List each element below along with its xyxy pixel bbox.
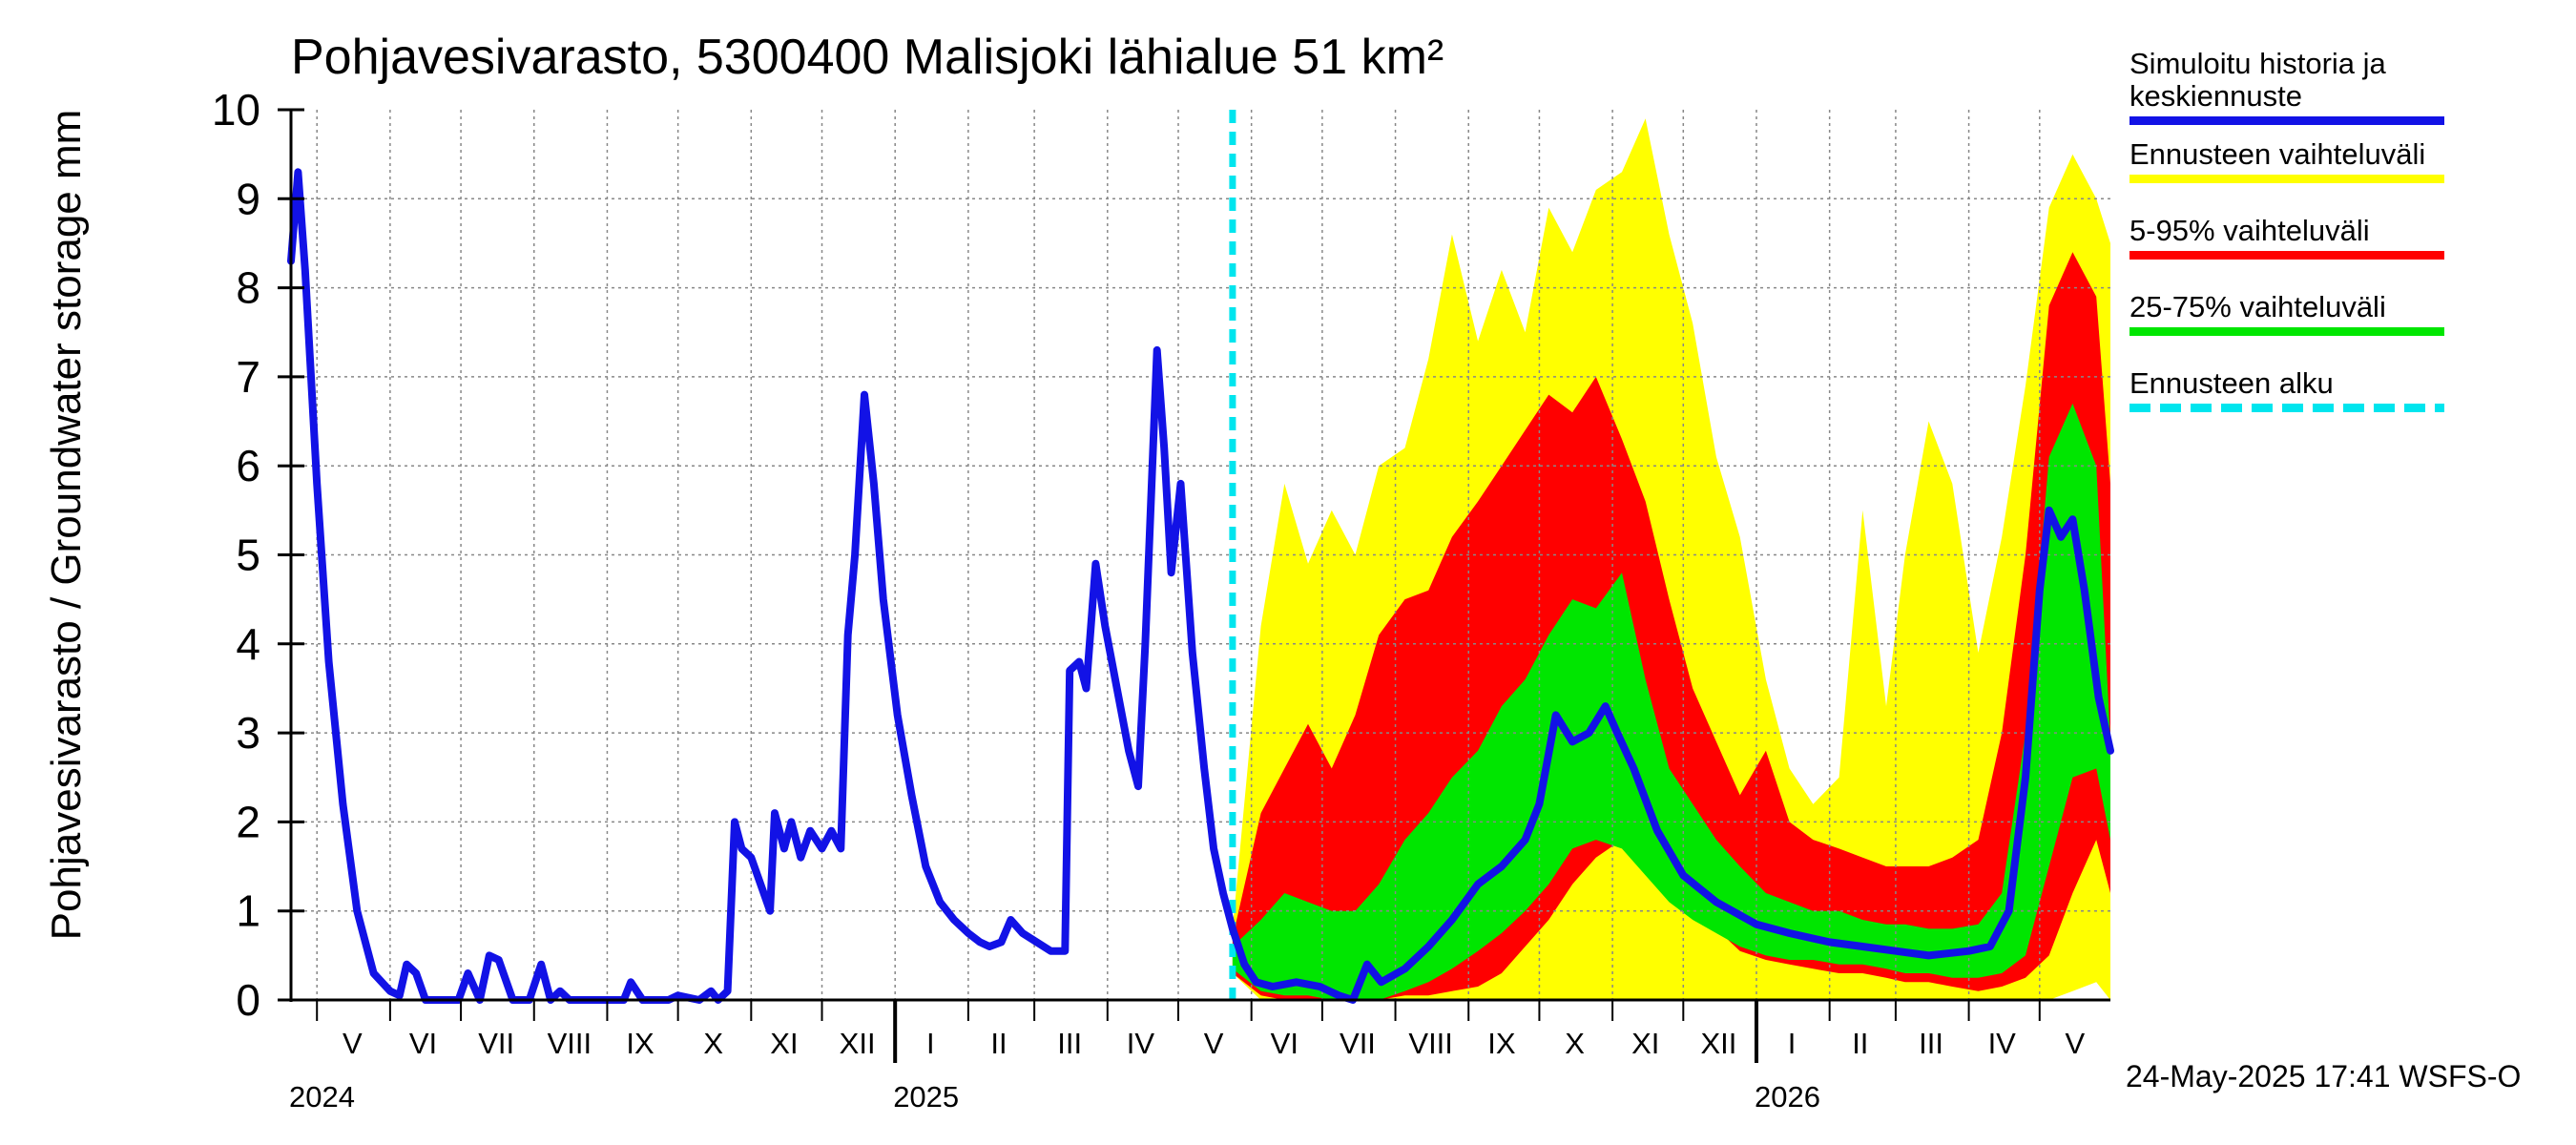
x-month-label-21: II	[1852, 1027, 1868, 1060]
x-year-label-2025: 2025	[893, 1080, 959, 1114]
x-month-label-24: V	[2066, 1027, 2086, 1060]
legend-swatch-history	[2129, 116, 2444, 125]
y-tick-label-7: 7	[236, 352, 260, 402]
legend-swatch-p5-95	[2129, 251, 2444, 260]
y-tick-label-4: 4	[236, 619, 260, 669]
forecast-bands	[1232, 118, 2110, 1001]
x-month-label-18: XI	[1631, 1027, 1659, 1060]
grid-lines	[291, 110, 2110, 1000]
x-month-label-16: IX	[1487, 1027, 1516, 1060]
x-month-label-15: VIII	[1408, 1027, 1453, 1060]
x-month-label-14: VII	[1340, 1027, 1376, 1060]
y-axis-title-wrap: Pohjavesivarasto / Groundwater storage m…	[19, 38, 114, 1011]
x-month-label-4: IX	[626, 1027, 654, 1060]
x-month-label-23: IV	[1988, 1027, 2017, 1060]
legend-item-history: Simuloitu historia ja keskiennuste	[2129, 48, 2444, 138]
legend-swatch-range	[2129, 175, 2444, 183]
legend: Simuloitu historia ja keskiennuste Ennus…	[2129, 48, 2444, 444]
x-year-label-2026: 2026	[1755, 1080, 1820, 1114]
legend-swatch-p25-75	[2129, 327, 2444, 336]
legend-label-p5-95: 5-95% vaihteluväli	[2129, 214, 2370, 247]
x-month-label-11: IV	[1127, 1027, 1155, 1060]
x-month-label-19: XII	[1700, 1027, 1736, 1060]
x-month-label-9: II	[990, 1027, 1007, 1060]
legend-label-forecast-start: Ennusteen alku	[2129, 366, 2334, 400]
legend-item-range: Ennusteen vaihteluväli	[2129, 138, 2444, 215]
x-month-label-12: V	[1204, 1027, 1224, 1060]
x-month-label-6: XI	[770, 1027, 798, 1060]
timestamp-footer: 24-May-2025 17:41 WSFS-O	[2126, 1059, 2522, 1093]
band-25-75	[1232, 403, 2110, 1000]
x-month-label-20: I	[1788, 1027, 1797, 1060]
x-month-label-1: VI	[409, 1027, 437, 1060]
y-tick-label-2: 2	[236, 797, 260, 846]
x-month-label-0: V	[343, 1027, 363, 1060]
series-line-history-median	[287, 168, 2114, 1004]
x-month-label-17: X	[1565, 1027, 1585, 1060]
y-tick-label-3: 3	[236, 708, 260, 758]
y-axis-title: Pohjavesivarasto / Groundwater storage m…	[43, 109, 90, 941]
x-month-label-13: VI	[1271, 1027, 1298, 1060]
legend-label-range: Ennusteen vaihteluväli	[2129, 137, 2426, 171]
y-tick-label-5: 5	[236, 531, 260, 580]
legend-item-p25-75: 25-75% vaihteluväli	[2129, 291, 2444, 367]
chart-title: Pohjavesivarasto, 5300400 Malisjoki lähi…	[291, 30, 1444, 85]
x-month-label-22: III	[1919, 1027, 1943, 1060]
x-month-label-8: I	[926, 1027, 935, 1060]
y-tick-label-9: 9	[236, 174, 260, 223]
y-tick-label-0: 0	[236, 975, 260, 1025]
y-tick-label-8: 8	[236, 263, 260, 313]
y-tick-label-6: 6	[236, 441, 260, 490]
legend-item-p5-95: 5-95% vaihteluväli	[2129, 215, 2444, 291]
x-month-label-7: XII	[840, 1027, 876, 1060]
x-month-label-2: VII	[478, 1027, 514, 1060]
y-tick-label-10: 10	[212, 85, 260, 135]
series-lines	[287, 110, 2114, 1004]
x-month-label-5: X	[703, 1027, 723, 1060]
y-tick-label-1: 1	[236, 886, 260, 936]
legend-label-p25-75: 25-75% vaihteluväli	[2129, 290, 2386, 323]
legend-label-history: Simuloitu historia ja keskiennuste	[2129, 47, 2386, 113]
x-month-label-10: III	[1057, 1027, 1082, 1060]
legend-swatch-forecast-start	[2129, 404, 2444, 412]
x-year-label-2024: 2024	[289, 1080, 355, 1114]
axis-ticks	[278, 108, 2041, 1063]
legend-item-forecast-start: Ennusteen alku	[2129, 367, 2444, 444]
x-month-label-3: VIII	[548, 1027, 592, 1060]
